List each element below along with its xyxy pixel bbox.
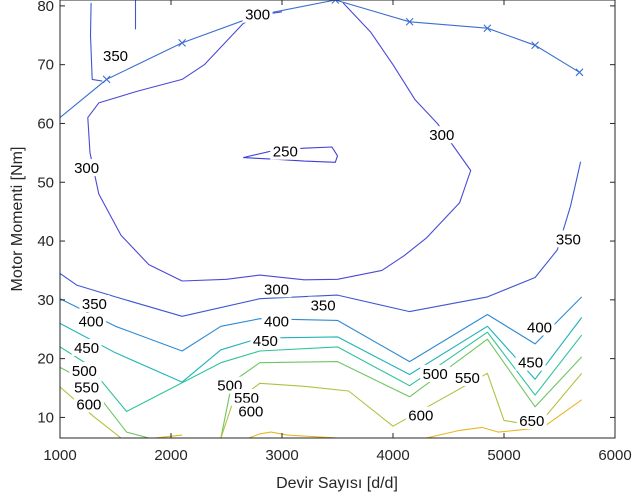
y-tick-label: 30 [37, 292, 54, 309]
contour-label-500: 500 [72, 363, 97, 380]
contour-label-350: 350 [311, 298, 336, 315]
contour-lines-layer [60, 0, 583, 438]
contour-label-450: 450 [253, 333, 278, 350]
y-tick-label: 40 [37, 233, 54, 250]
contour-label-300: 300 [264, 281, 289, 298]
contour-label-250: 250 [273, 144, 298, 161]
contour-label-450: 450 [518, 355, 543, 372]
y-axis-title: Motor Momenti [Nm] [9, 147, 26, 292]
contour-label-500: 500 [423, 366, 448, 383]
contour-label-300: 300 [245, 7, 270, 24]
y-tick-label: 80 [37, 0, 54, 15]
x-axis-title: Devir Sayısı [d/d] [276, 475, 398, 492]
contour-line-650 [249, 432, 355, 438]
x-tick-label: 1000 [43, 447, 76, 464]
contour-label-400: 400 [527, 320, 552, 337]
contour-label-400: 400 [79, 314, 104, 331]
max-torque-marker [103, 76, 110, 83]
contour-label-350: 350 [556, 231, 581, 248]
contour-line-450 [60, 318, 582, 383]
y-tick-label: 70 [37, 57, 54, 74]
y-tick-label: 50 [37, 174, 54, 191]
plot-area-frame [60, 0, 615, 438]
contour-label-350: 350 [82, 296, 107, 313]
x-tick-label: 3000 [265, 447, 298, 464]
y-tick-label: 60 [37, 115, 54, 132]
contour-label-450: 450 [74, 340, 99, 357]
contour-line-350 [91, 3, 103, 81]
max-torque-marker [179, 39, 186, 46]
contour-label-650: 650 [519, 413, 544, 430]
contour-label-600: 600 [238, 404, 263, 421]
y-tick-label: 20 [37, 351, 54, 368]
max-torque-marker [576, 69, 583, 76]
contour-label-550: 550 [455, 370, 480, 387]
contour-line-350 [60, 162, 581, 317]
contour-label-300: 300 [74, 160, 99, 177]
x-axis-ticks: 1000 2000 3000 4000 5000 6000 [43, 0, 631, 464]
contour-label-400: 400 [264, 314, 289, 331]
contour-label-300: 300 [429, 127, 454, 144]
x-tick-label: 4000 [376, 447, 409, 464]
contour-label-350: 350 [103, 48, 128, 65]
max-torque-curve [60, 0, 580, 118]
x-tick-label: 2000 [154, 447, 187, 464]
contour-line-300 [88, 3, 471, 281]
max-torque-marker [532, 42, 539, 49]
contour-label-550: 550 [74, 379, 99, 396]
x-tick-label: 6000 [598, 447, 631, 464]
x-tick-label: 5000 [487, 447, 520, 464]
y-tick-label: 10 [37, 409, 54, 426]
contour-label-600: 600 [408, 408, 433, 425]
contour-label-600: 600 [76, 397, 101, 414]
